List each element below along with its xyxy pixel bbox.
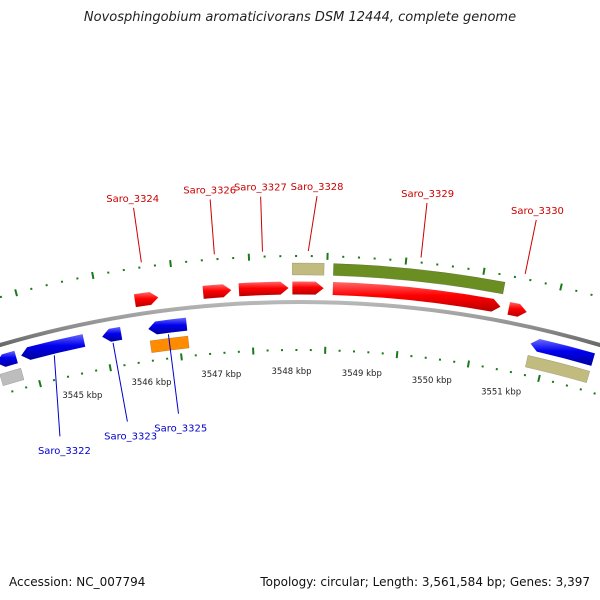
gene-g3330[interactable] (507, 301, 527, 317)
scale-tick (91, 271, 95, 280)
gene-label[interactable]: Saro_3327 (234, 183, 287, 194)
scale-tick (180, 353, 183, 361)
scale-label: 3549 kbp (342, 369, 382, 379)
scale-tick (466, 360, 471, 368)
feature-f-grey[interactable] (0, 367, 25, 387)
scale-labels: 3545 kbp 3546 kbp 3547 kbp 3548 kbp 3549 kbp… (62, 367, 521, 401)
gene-g3329[interactable] (332, 282, 501, 312)
gene-g3322[interactable] (21, 334, 86, 360)
gene-leader-line (420, 202, 428, 258)
feature-track (0, 262, 591, 387)
scale-tick (0, 295, 3, 299)
genome-backbone (0, 300, 600, 348)
gene-labels: Saro_3322 Saro_3323 Saro_3324 Saro_3325 Saro… (38, 182, 564, 457)
gene-label[interactable]: Saro_3325 (154, 424, 207, 435)
scale-label: 3550 kbp (412, 376, 452, 386)
gene-g3321[interactable] (0, 350, 18, 367)
gene-leader-line (209, 199, 215, 255)
gene-leader-line (112, 342, 128, 422)
gene-leader-line (133, 207, 142, 263)
gene-g3324[interactable] (133, 291, 159, 308)
gene-g3331[interactable] (530, 339, 595, 366)
scale-tick (590, 293, 593, 297)
feature-f-olive[interactable] (332, 263, 506, 295)
gene-leader-line (167, 334, 179, 414)
scale-tick (24, 386, 28, 389)
scale-label: 3551 kbp (481, 388, 521, 398)
gene-label[interactable]: Saro_3329 (401, 189, 454, 200)
gene-leader-line (53, 355, 61, 437)
gene-track (0, 281, 595, 367)
genome-info: Topology: circular; Length: 3,561,584 bp… (260, 575, 590, 589)
scale-tick (169, 259, 172, 268)
scale-label: 3547 kbp (201, 370, 241, 380)
scale-tick (565, 384, 569, 387)
gene-g3323[interactable] (102, 326, 123, 342)
scale-tick (108, 364, 112, 372)
genome-title: Novosphingobium aromaticivorans DSM 1244… (83, 10, 517, 25)
scale-label: 3545 kbp (62, 391, 102, 401)
gene-label[interactable]: Saro_3323 (104, 431, 157, 442)
upper-tick-ring (0, 252, 593, 299)
gene-label[interactable]: Saro_3322 (38, 446, 91, 457)
gene-label[interactable]: Saro_3328 (291, 182, 344, 193)
gene-label[interactable]: Saro_3330 (511, 206, 564, 217)
scale-tick (395, 351, 399, 359)
scale-tick (537, 374, 541, 383)
feature-f-khaki-2[interactable] (525, 354, 591, 384)
gene-g3328[interactable] (292, 281, 324, 295)
gene-g3325[interactable] (148, 317, 188, 335)
gene-leader-line (307, 196, 318, 252)
feature-f-khaki-1[interactable] (291, 262, 325, 276)
gene-label[interactable]: Saro_3326 (183, 185, 236, 196)
gene-label[interactable]: Saro_3324 (106, 194, 159, 205)
scale-tick (579, 388, 583, 391)
scale-tick (11, 390, 14, 393)
scale-label: 3546 kbp (131, 378, 171, 388)
scale-tick (14, 289, 18, 297)
gene-leader-line (524, 219, 537, 274)
scale-tick (593, 392, 596, 395)
gene-g3326[interactable] (202, 284, 232, 299)
scale-tick (38, 380, 42, 388)
scale-tick (404, 257, 408, 265)
accession-label: Accession: NC_007794 (9, 575, 146, 589)
lower-tick-ring (11, 346, 596, 395)
gene-leader-line (260, 196, 263, 252)
scale-tick (559, 283, 563, 291)
scale-label: 3548 kbp (272, 367, 312, 377)
gene-g3327[interactable] (238, 281, 289, 297)
scale-tick (482, 267, 486, 275)
